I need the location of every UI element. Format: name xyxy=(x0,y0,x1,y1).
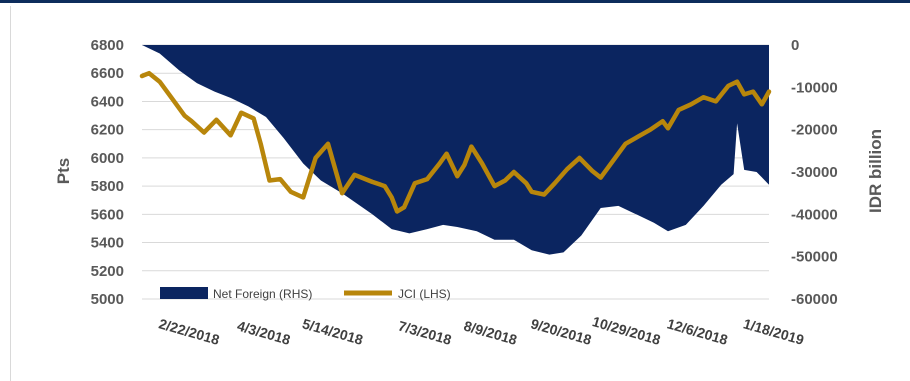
x-tick-label-5: 9/20/2018 xyxy=(529,315,593,348)
net-foreign-area-layer xyxy=(142,45,769,255)
x-tick-label-2: 5/14/2018 xyxy=(300,315,364,348)
left-axis-title: Pts xyxy=(54,158,73,184)
jci-line xyxy=(139,70,772,214)
right-tick-label-5: -50000 xyxy=(791,249,838,266)
right-axis-ticks: 0 -10000 -20000 -30000 -40000 -50000 -60000 xyxy=(791,37,838,308)
x-tick-label-8: 1/18/2019 xyxy=(741,315,805,348)
left-tick-label-5: 5800 xyxy=(91,178,124,195)
frame-left-rule xyxy=(10,6,11,381)
left-tick-label-7: 5400 xyxy=(91,235,124,252)
right-tick-label-6: -60000 xyxy=(791,291,838,308)
right-tick-label-1: -10000 xyxy=(791,79,838,96)
right-tick-label-2: -20000 xyxy=(791,122,838,139)
net-foreign-area xyxy=(142,45,769,255)
left-axis-ticks: 6800 6600 6400 6200 6000 5800 5600 5400 5200 5000 xyxy=(91,37,124,308)
x-tick-label-7: 12/6/2018 xyxy=(665,315,729,348)
right-tick-label-3: -30000 xyxy=(791,164,838,181)
x-tick-label-6: 10/29/2018 xyxy=(591,313,663,348)
left-tick-label-1: 6600 xyxy=(91,65,124,82)
left-tick-label-2: 6400 xyxy=(91,93,124,110)
x-tick-label-1: 4/3/2018 xyxy=(235,317,292,347)
x-tick-label-4: 8/9/2018 xyxy=(462,317,519,347)
legend: Net Foreign (RHS) JCI (LHS) xyxy=(160,287,451,301)
x-tick-label-3: 7/3/2018 xyxy=(396,317,453,347)
right-axis-title: IDR billion xyxy=(866,129,885,213)
left-tick-label-6: 5600 xyxy=(91,206,124,223)
right-tick-label-0: 0 xyxy=(791,37,799,54)
x-tick-label-0: 2/22/2018 xyxy=(157,315,221,348)
left-tick-label-8: 5200 xyxy=(91,263,124,280)
left-tick-label-0: 6800 xyxy=(91,37,124,54)
left-tick-label-4: 6000 xyxy=(91,150,124,167)
x-axis-ticks: 2/22/2018 4/3/2018 5/14/2018 7/3/2018 8/9/20… xyxy=(157,313,806,348)
legend-label-jci: JCI (LHS) xyxy=(398,287,451,301)
jci-line-layer xyxy=(139,70,772,214)
right-tick-label-4: -40000 xyxy=(791,206,838,223)
left-tick-label-3: 6200 xyxy=(91,122,124,139)
legend-label-net-foreign: Net Foreign (RHS) xyxy=(213,287,312,301)
left-tick-label-9: 5000 xyxy=(91,291,124,308)
legend-swatch-net-foreign xyxy=(160,287,208,299)
